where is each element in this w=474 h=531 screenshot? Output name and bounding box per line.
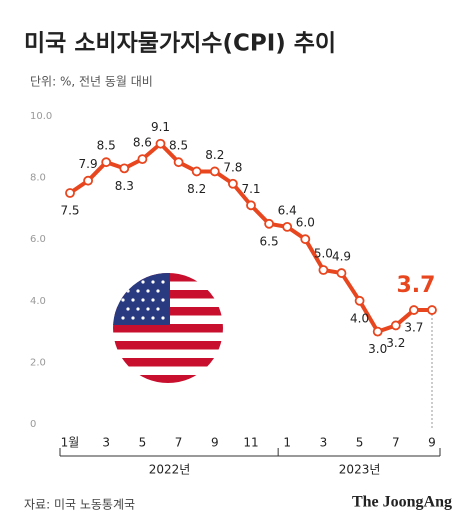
y-tick-label: 4.0 [30, 296, 46, 307]
data-label: 8.5 [169, 139, 188, 153]
data-label: 7.5 [60, 204, 79, 218]
marker [282, 221, 293, 232]
marker [137, 154, 148, 165]
data-label: 3.0 [368, 342, 387, 356]
marker [173, 157, 184, 168]
marker [65, 188, 75, 198]
subtitle: 단위: %, 전년 동월 대비 [30, 75, 153, 89]
x-tick-label: 7 [175, 436, 183, 450]
x-tick-label: 1월 [61, 436, 80, 450]
x-tick-label: 9 [211, 436, 219, 450]
marker [372, 326, 383, 337]
us-flag [113, 273, 223, 383]
marker [427, 305, 437, 315]
marker [83, 175, 93, 186]
data-label: 6.0 [296, 216, 315, 230]
x-group-label: 2023년 [339, 463, 381, 477]
source: 자료: 미국 노동통계국 [24, 498, 135, 512]
x-tick-label: 11 [243, 436, 258, 450]
marker [209, 166, 220, 177]
data-label: 5.0 [314, 247, 333, 261]
data-label: 6.5 [260, 234, 279, 248]
marker [390, 320, 401, 331]
data-label: 7.8 [223, 160, 242, 174]
marker [318, 265, 329, 275]
data-label: 6.4 [278, 203, 297, 217]
data-label: 3.7 [397, 273, 436, 298]
chart-title: 미국 소비자물가지수(CPI) 추이 [24, 31, 336, 57]
marker [336, 268, 347, 278]
marker [300, 234, 311, 245]
y-tick-label: 8.0 [30, 173, 46, 184]
marker [119, 163, 130, 174]
marker [408, 305, 419, 315]
data-label: 8.6 [133, 136, 152, 150]
data-label: 3.7 [404, 321, 423, 335]
data-label: 8.3 [115, 179, 134, 193]
marker [246, 200, 256, 211]
data-label: 8.2 [205, 148, 224, 162]
x-tick-label: 3 [320, 436, 328, 450]
brand: The JoongAng [352, 494, 452, 511]
data-label: 3.2 [386, 336, 405, 350]
data-label: 4.0 [350, 311, 369, 325]
x-tick-label: 9 [428, 436, 436, 450]
y-tick-label: 0 [30, 419, 36, 430]
marker [155, 138, 166, 149]
x-tick-label: 3 [102, 436, 110, 450]
x-tick-label: 7 [392, 436, 400, 450]
marker [101, 157, 112, 168]
marker [354, 295, 365, 306]
data-label: 8.5 [97, 139, 116, 153]
data-label: 7.9 [79, 157, 98, 171]
x-tick-label: 5 [356, 436, 364, 450]
y-tick-label: 6.0 [30, 234, 46, 245]
y-tick-label: 10.0 [30, 111, 52, 122]
data-label: 9.1 [151, 120, 170, 134]
data-label: 7.1 [241, 182, 260, 196]
x-tick-label: 5 [139, 436, 147, 450]
x-group-label: 2022년 [149, 463, 191, 477]
y-tick-label: 2.0 [30, 357, 46, 368]
marker [227, 178, 238, 189]
x-tick-label: 1 [283, 436, 291, 450]
marker [191, 166, 202, 177]
data-label: 8.2 [187, 182, 206, 196]
marker [264, 218, 275, 229]
data-label: 4.9 [332, 250, 351, 264]
